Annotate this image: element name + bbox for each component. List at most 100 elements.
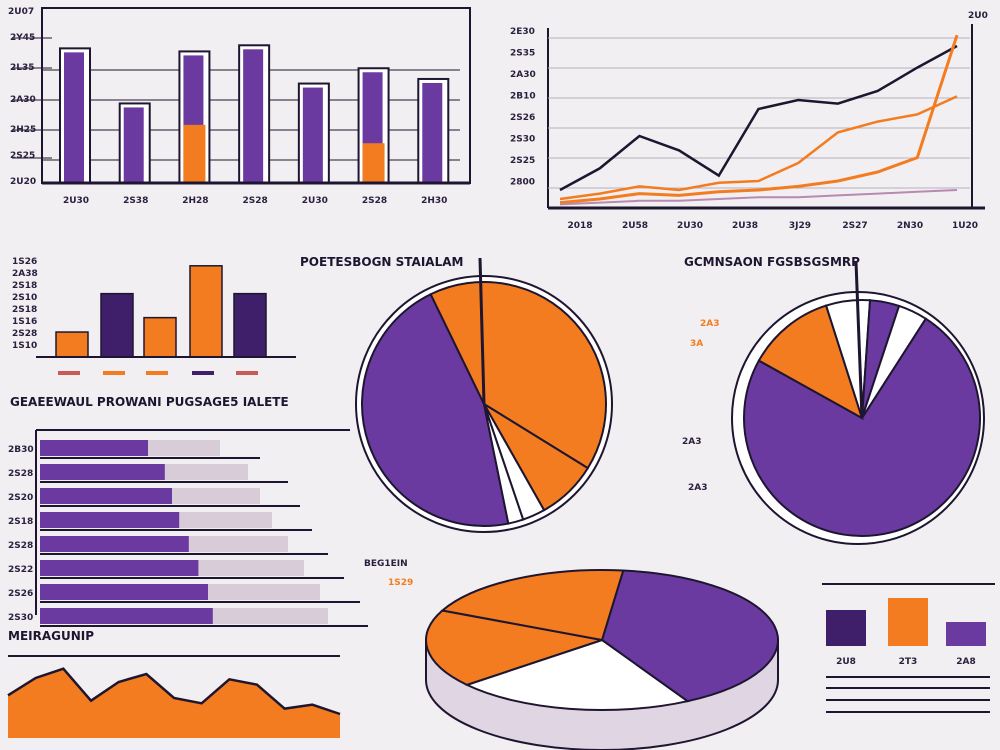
x-tick-label: 2U38	[732, 221, 758, 231]
x-tick-label: 2S28	[362, 196, 387, 206]
right-pie-title: GCMNSAON FGSBSGSMRP	[684, 255, 860, 269]
legend-swatch	[58, 371, 80, 375]
y-tick-label: 2A30	[510, 70, 536, 80]
top-left-corner-label: 2U07	[8, 7, 34, 17]
y-tick-label: 2S18	[12, 305, 37, 315]
y-tick-label: 2S18	[12, 281, 37, 291]
bar	[888, 598, 928, 646]
y-tick-label: 2S26	[8, 589, 33, 599]
bar	[40, 560, 199, 576]
legend-swatch	[103, 371, 125, 375]
x-tick-label: 2A8	[956, 657, 976, 667]
y-tick-label: 2S25	[510, 156, 535, 166]
line-series	[559, 95, 958, 201]
bar	[40, 464, 165, 480]
y-tick-label: 2S20	[8, 493, 33, 503]
bar	[55, 331, 89, 358]
bar	[100, 292, 134, 358]
x-tick-label: 2U30	[63, 196, 89, 206]
bar	[302, 87, 323, 183]
pie-slice	[757, 304, 864, 421]
y-tick-label: 2L35	[10, 63, 35, 73]
y-tick-label: 2S18	[8, 517, 33, 527]
bottom-pie-note: 1S29	[388, 578, 413, 588]
y-tick-label: 2S30	[510, 135, 535, 145]
y-tick-label: 2S28	[8, 541, 33, 551]
bar	[40, 584, 208, 600]
y-tick-label: 2S28	[12, 329, 37, 339]
y-tick-label: 2U20	[10, 177, 36, 187]
x-tick-label: 2H30	[421, 196, 447, 206]
middle-pie-title: POETESBOGN STAIALAM	[300, 255, 463, 269]
bar	[233, 292, 267, 358]
y-tick-label: 2Y45	[10, 33, 35, 43]
bar	[189, 265, 223, 358]
bar	[40, 488, 172, 504]
bar	[40, 440, 148, 456]
y-tick-label: 2B30	[8, 445, 34, 455]
x-tick-label: 2N30	[897, 221, 923, 231]
y-tick-label: 2S35	[510, 49, 535, 59]
right-pie-pointer	[854, 261, 864, 419]
area-outline	[7, 667, 341, 716]
bar	[243, 49, 264, 183]
line-series	[559, 189, 958, 206]
y-tick-label: 2S25	[10, 151, 35, 161]
pie-slice	[464, 638, 690, 711]
bar	[40, 512, 180, 528]
x-tick-label: 1U20	[952, 221, 978, 231]
y-tick-label: 2A30	[10, 95, 36, 105]
pie-slice	[861, 304, 928, 419]
x-tick-label: 2S27	[842, 221, 867, 231]
bar	[123, 107, 144, 183]
bar	[40, 536, 189, 552]
x-tick-label: 2U8	[836, 657, 856, 667]
x-tick-label: 3J29	[789, 221, 811, 231]
y-tick-label: 2S30	[8, 613, 33, 623]
pie-slice	[425, 609, 603, 686]
pie-slice	[429, 281, 607, 470]
area-fill	[8, 668, 340, 738]
bar	[40, 608, 213, 624]
x-tick-label: 2S28	[243, 196, 268, 206]
bar	[143, 316, 177, 358]
bar	[826, 610, 866, 646]
x-tick-label: 2018	[567, 221, 592, 231]
right-pie-note-d: 2A3	[688, 483, 708, 493]
right-pie-note-b: 3A	[690, 339, 703, 349]
legend-swatch	[192, 371, 214, 375]
line-series	[559, 34, 959, 205]
legend-swatch	[146, 371, 168, 375]
bar	[183, 124, 206, 183]
y-tick-label: 2S28	[8, 469, 33, 479]
y-tick-label: 2S22	[8, 565, 33, 575]
y-tick-label: 2800	[510, 178, 535, 188]
legend-swatch	[236, 371, 258, 375]
x-tick-label: 2U30	[677, 221, 703, 231]
bar	[64, 52, 84, 183]
x-tick-label: 2S38	[123, 196, 148, 206]
y-tick-label: 1S10	[12, 341, 37, 351]
right-pie-note-a: 2A3	[700, 319, 720, 329]
top-right-corner-label: 2U0	[968, 11, 988, 21]
pie-slice	[600, 569, 779, 703]
y-tick-label: 2E30	[510, 27, 535, 37]
x-tick-label: 2T3	[899, 657, 918, 667]
x-tick-label: 2U30	[302, 196, 328, 206]
x-tick-label: 2U58	[622, 221, 648, 231]
line-series	[559, 44, 958, 192]
bar	[946, 622, 986, 646]
y-tick-label: 2B10	[510, 92, 536, 102]
x-tick-label: 2H28	[182, 196, 208, 206]
area-chart-title: MEIRAGUNIP	[8, 629, 94, 643]
pie-slice	[361, 292, 510, 527]
charts-layer: 2Y45 2L35 2A30 2H25 2S25 2U20 2U30 2S38 2H28 2S28…	[7, 7, 995, 750]
y-tick-label: 2A38	[12, 269, 38, 279]
y-tick-label: 2S10	[12, 293, 37, 303]
y-tick-label: 1S16	[12, 317, 37, 327]
pie-slice	[743, 317, 981, 537]
bottom-pie-title: BEG1EIN	[364, 559, 408, 569]
bar	[422, 82, 443, 183]
y-tick-label: 2H25	[10, 125, 36, 135]
pie-slice	[483, 403, 525, 525]
